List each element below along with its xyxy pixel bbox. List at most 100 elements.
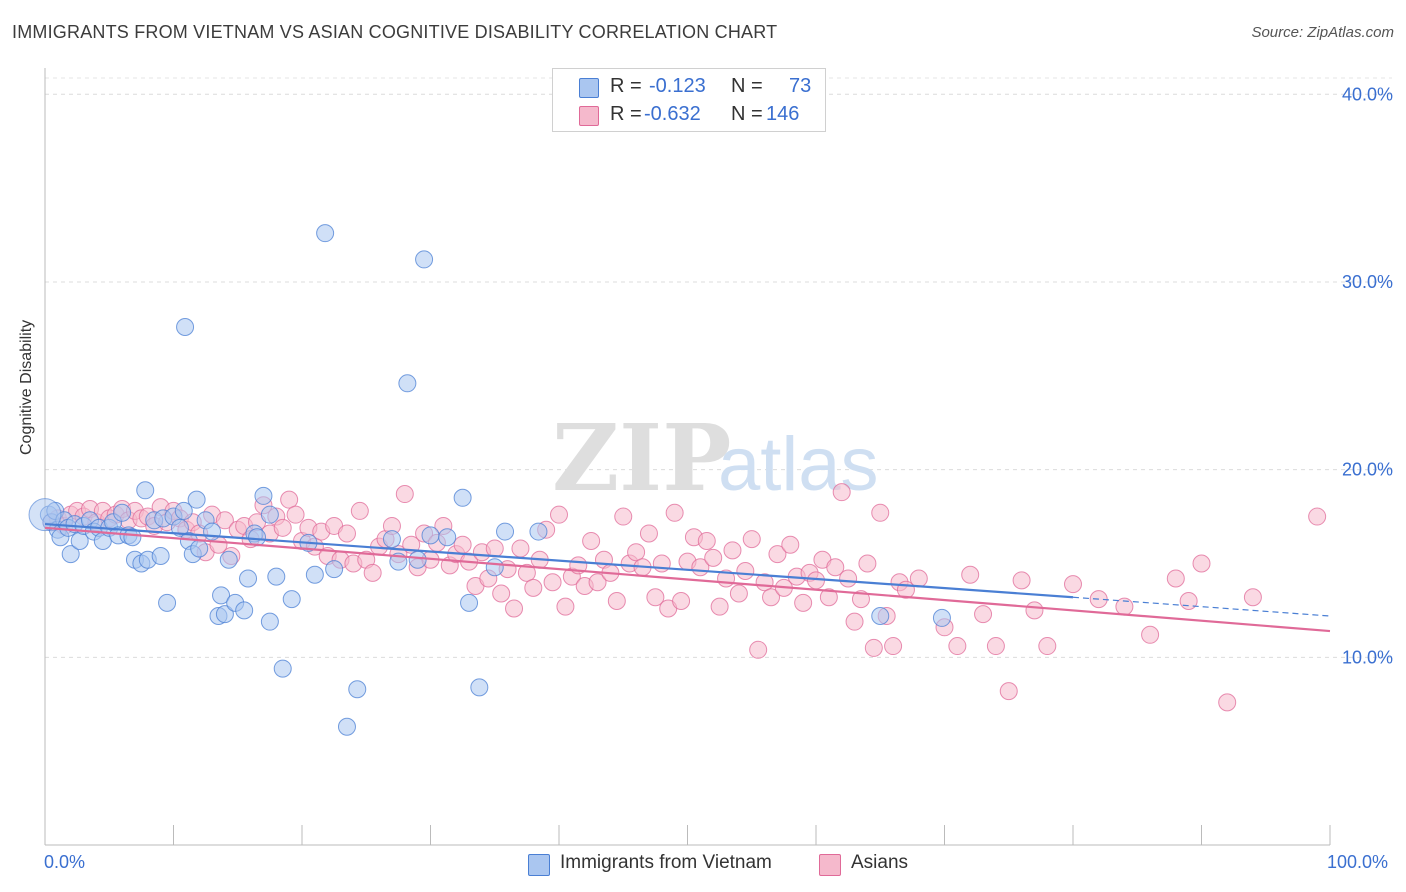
- r-label: R =: [610, 75, 642, 97]
- data-points: [28, 224, 1327, 736]
- asians-point: [864, 638, 883, 657]
- asians-point: [1218, 693, 1237, 712]
- asians-point: [729, 584, 748, 603]
- asians-point: [492, 584, 511, 603]
- legend-swatch-asians: [819, 854, 841, 876]
- chart-title: IMMIGRANTS FROM VIETNAM VS ASIAN COGNITI…: [12, 22, 778, 42]
- vietnam-point: [485, 558, 504, 577]
- asians-point: [524, 578, 543, 597]
- asians-point: [646, 588, 665, 607]
- vietnam-point: [496, 522, 515, 541]
- asians-point: [704, 548, 723, 567]
- asians-point: [350, 501, 369, 520]
- vietnam-point: [421, 526, 440, 545]
- vietnam-point: [932, 608, 951, 627]
- legend-label: Immigrants from Vietnam: [560, 852, 772, 873]
- y-tick-labels: 10.0% 20.0% 30.0% 40.0%: [1342, 84, 1393, 667]
- vietnam-point: [398, 374, 417, 393]
- vietnam-point: [871, 607, 890, 626]
- asians-point: [556, 597, 575, 616]
- asians-point: [909, 569, 928, 588]
- asians-point: [1192, 554, 1211, 573]
- asians-point: [884, 637, 903, 656]
- asians-point: [517, 563, 536, 582]
- x-tick-label-min: 0.0%: [44, 852, 86, 872]
- correlation-stats-box: R = -0.123 N = 73 R = -0.632 N = 146: [552, 68, 826, 132]
- asians-point: [665, 503, 684, 522]
- vietnam-point: [158, 593, 177, 612]
- vietnam-point: [136, 481, 155, 500]
- asians-point: [286, 505, 305, 524]
- watermark-zip: ZIP: [552, 404, 731, 512]
- asians-point: [1166, 569, 1185, 588]
- vietnam-point: [267, 567, 286, 586]
- vietnam-point: [325, 560, 344, 579]
- x-axis: [44, 68, 1331, 846]
- vietnam-point: [316, 224, 335, 243]
- vietnam-trend-extension: [1072, 596, 1331, 617]
- asians-point: [697, 531, 716, 550]
- asians-point: [832, 483, 851, 502]
- asians-point: [961, 565, 980, 584]
- asians-point: [826, 558, 845, 577]
- asians-point: [639, 524, 658, 543]
- vietnam-point-large: [28, 498, 62, 532]
- r-label: R =: [610, 103, 642, 125]
- asians-point: [1308, 507, 1327, 526]
- asians-point: [337, 524, 356, 543]
- n-label: N =: [731, 75, 763, 97]
- asians-point: [280, 490, 299, 509]
- asians-point: [1243, 588, 1262, 607]
- vietnam-point: [219, 550, 238, 569]
- asians-point: [1064, 575, 1082, 594]
- vietnam-point: [170, 518, 189, 537]
- vietnam-point: [187, 490, 206, 509]
- stats-row-vietnam: R = -0.123 N = 73: [553, 73, 825, 101]
- vietnam-point: [415, 250, 434, 269]
- asians-point: [858, 554, 877, 573]
- asians-point: [845, 612, 864, 631]
- r-value: -0.123: [649, 75, 706, 97]
- asians-point: [794, 593, 813, 612]
- asians-point: [505, 599, 524, 618]
- asians-point: [781, 535, 800, 554]
- vietnam-point: [453, 488, 472, 507]
- y-tick-label: 20.0%: [1342, 460, 1393, 480]
- asians-point: [749, 640, 768, 659]
- asians-trend-line: [44, 526, 1331, 633]
- y-axis-label: Cognitive Disability: [18, 319, 35, 455]
- legend-swatch-vietnam: [528, 854, 550, 876]
- asians-point: [768, 545, 787, 564]
- asians-point: [215, 511, 234, 530]
- asians-point: [453, 535, 472, 554]
- vietnam-point: [438, 528, 457, 547]
- asians-point: [363, 563, 382, 582]
- vietnam-point: [470, 678, 489, 697]
- vietnam-point: [212, 586, 231, 605]
- vietnam-swatch: [579, 78, 599, 98]
- vietnam-point: [382, 530, 401, 549]
- vietnam-point: [260, 612, 279, 631]
- asians-point: [1179, 592, 1198, 611]
- vietnam-point: [123, 528, 142, 547]
- asians-point: [550, 505, 568, 524]
- asians-point: [999, 682, 1018, 701]
- vietnam-point: [460, 593, 479, 612]
- vietnam-point: [235, 601, 254, 620]
- vietnam-point: [203, 522, 222, 541]
- asians-point: [974, 605, 993, 624]
- asians-point: [1141, 625, 1160, 644]
- vietnam-point: [305, 565, 324, 584]
- y-tick-label: 40.0%: [1342, 84, 1393, 104]
- vietnam-point: [260, 505, 279, 524]
- stats-row-asians: R = -0.632 N = 146: [553, 101, 825, 129]
- vietnam-point: [239, 569, 258, 588]
- asians-point: [1012, 571, 1031, 590]
- vietnam-trend-line: [44, 522, 1074, 599]
- vietnam-point: [61, 545, 80, 564]
- asians-point: [672, 592, 691, 611]
- asians-point: [627, 543, 646, 562]
- vietnam-point: [408, 550, 427, 569]
- trend-lines: [44, 522, 1331, 633]
- asians-point: [614, 507, 633, 526]
